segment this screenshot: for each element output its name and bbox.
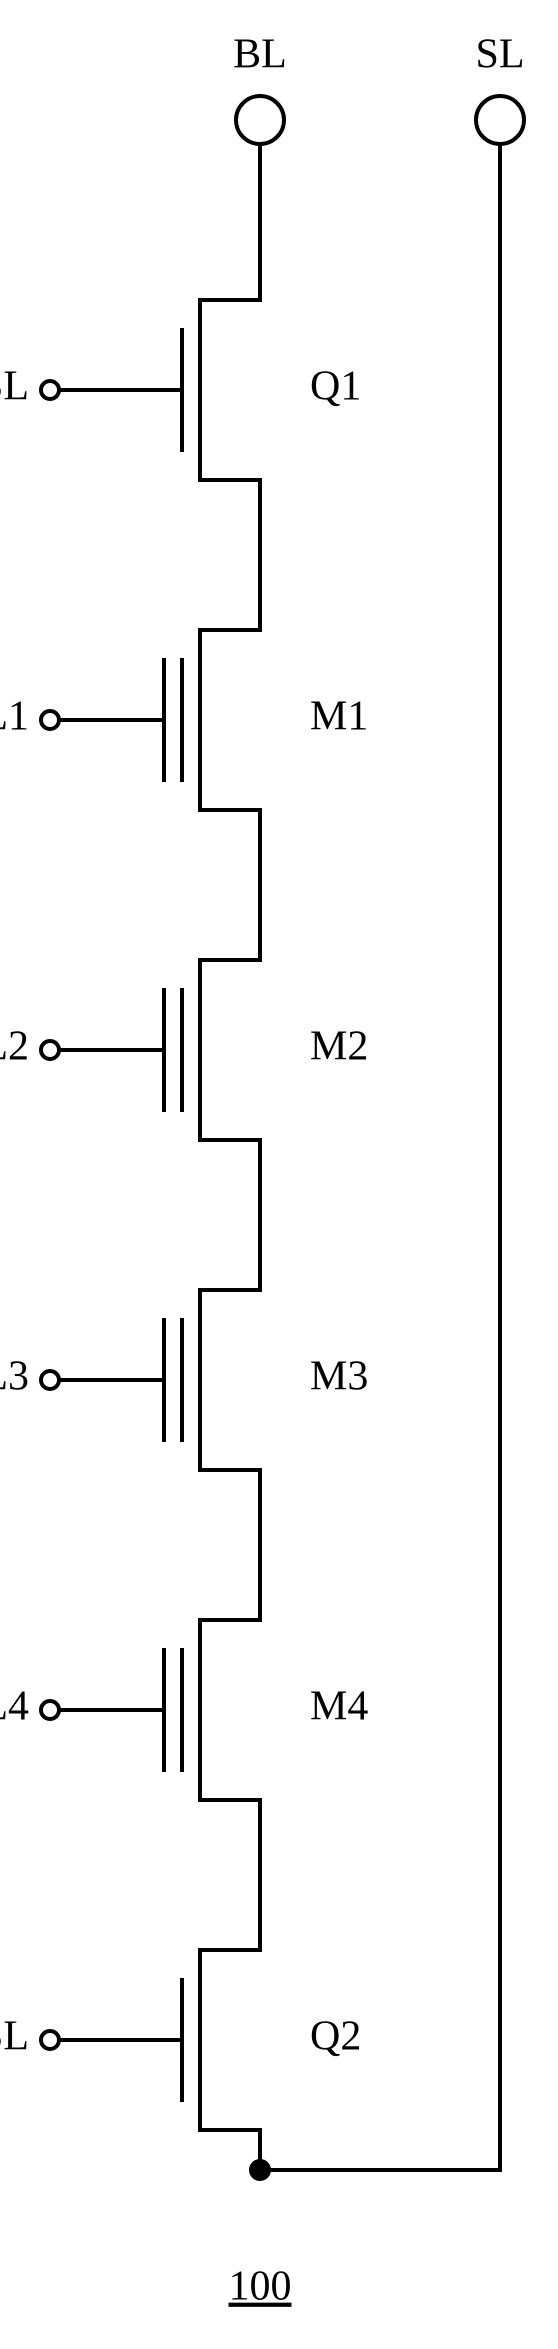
- Q1-gate-label: SSL: [0, 364, 29, 410]
- sl-label: SL: [475, 32, 524, 78]
- Q2-label: Q2: [310, 2014, 361, 2060]
- M4-gate-label: WL4: [0, 1684, 29, 1730]
- M2-label: M2: [310, 1024, 368, 1070]
- M3-gate-label: WL3: [0, 1354, 29, 1400]
- Q2-gate-terminal: [41, 2031, 59, 2049]
- Q1-label: Q1: [310, 364, 361, 410]
- Q2-gate-label: GSL: [0, 2014, 29, 2060]
- M4-label: M4: [310, 1684, 368, 1730]
- M1-gate-terminal: [41, 711, 59, 729]
- sl-terminal: [476, 96, 524, 144]
- figure-number: 100: [229, 2264, 292, 2310]
- bl-label: BL: [233, 32, 287, 78]
- M2-gate-label: WL2: [0, 1024, 29, 1070]
- M1-label: M1: [310, 694, 368, 740]
- M1-gate-label: WL1: [0, 694, 29, 740]
- M3-label: M3: [310, 1354, 368, 1400]
- M2-gate-terminal: [41, 1041, 59, 1059]
- M3-gate-terminal: [41, 1371, 59, 1389]
- M4-gate-terminal: [41, 1701, 59, 1719]
- nand-string-schematic: BL SL SSL Q1 WL1 M1 WL2 M2 WL3 M3 WL4 M4 GSL Q2 100: [0, 0, 558, 2349]
- bl-terminal: [236, 96, 284, 144]
- Q1-gate-terminal: [41, 381, 59, 399]
